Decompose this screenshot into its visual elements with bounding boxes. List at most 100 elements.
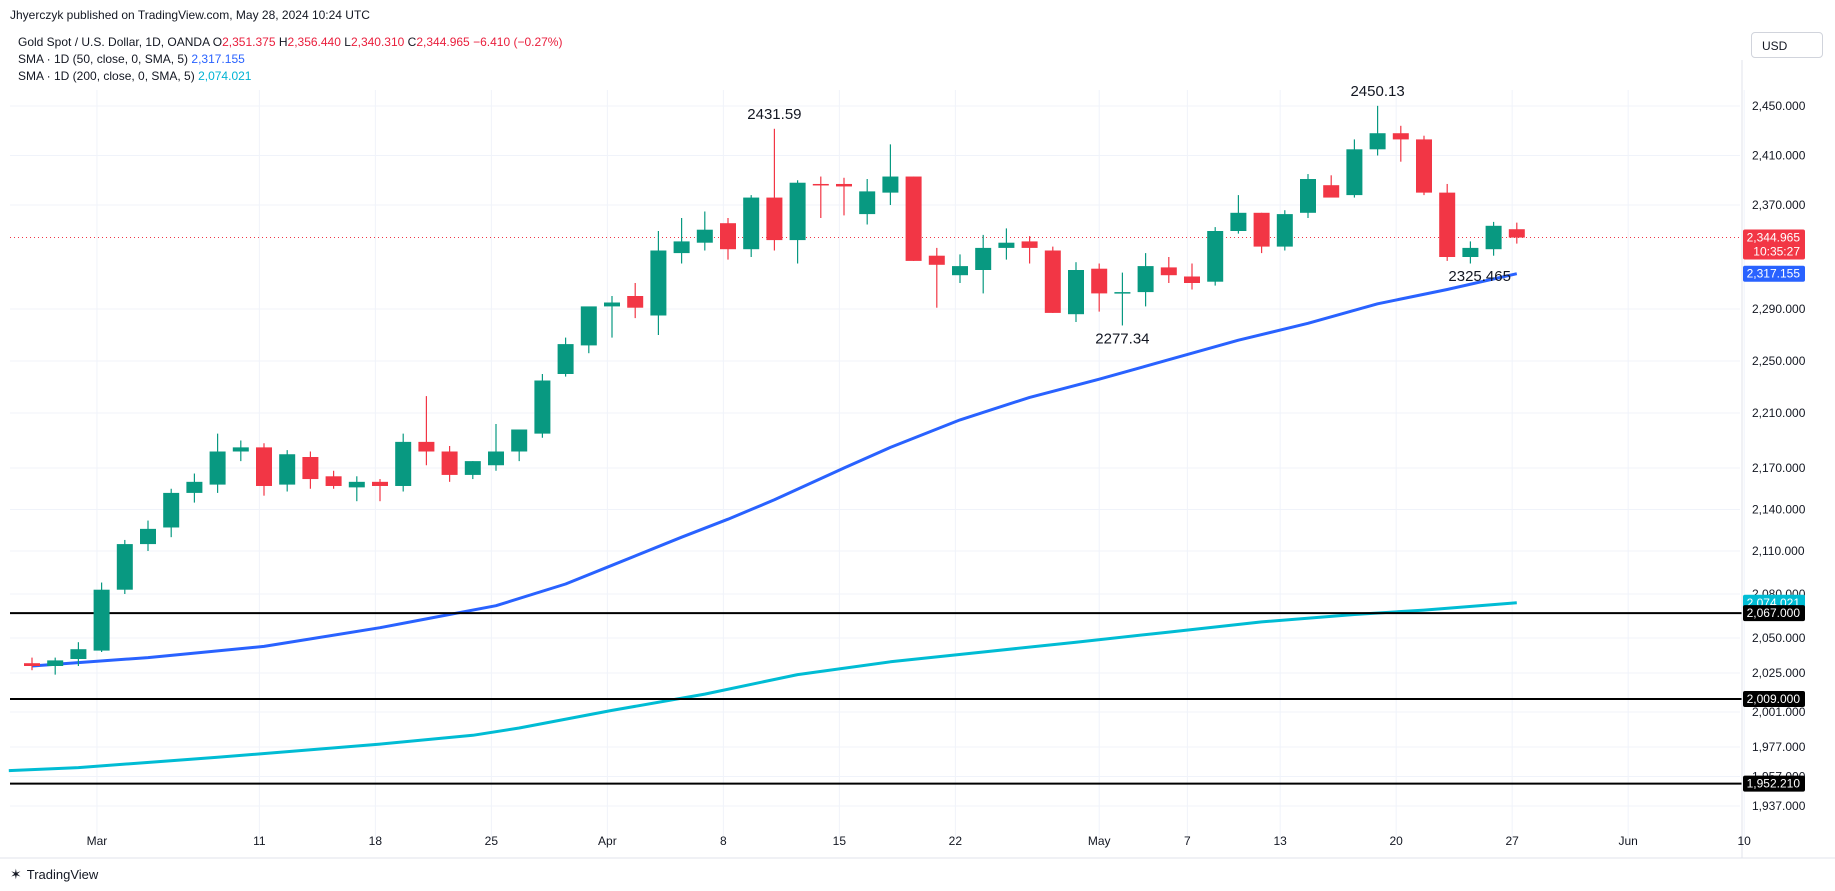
- time-tick-label: May: [1088, 834, 1111, 848]
- candle: [627, 283, 644, 319]
- time-tick-label: 18: [369, 834, 383, 848]
- candle-body: [325, 476, 342, 486]
- candle-body: [395, 441, 412, 486]
- candle: [24, 657, 40, 671]
- candle-body: [998, 242, 1015, 248]
- candle: [1508, 222, 1525, 244]
- close-label: C: [407, 35, 417, 49]
- candle: [534, 374, 551, 438]
- close-value: 2,344.965: [416, 35, 470, 49]
- time-axis[interactable]: Mar 11 18 25 Apr 8 15 22 May 7 13 20 27 Jun 10: [0, 834, 1835, 859]
- candle-body: [464, 461, 481, 475]
- low-value: 2,340.310: [350, 35, 405, 49]
- candle-body: [279, 454, 296, 485]
- publisher-line: Jhyerczyk published on TradingView.com, …: [10, 8, 370, 22]
- candle-body: [673, 241, 690, 254]
- candle-body: [209, 451, 226, 485]
- high-value: 2,356.440: [287, 35, 341, 49]
- legend-sma50-row[interactable]: SMA · 1D (50, close, 0, SMA, 5) 2,317.15…: [18, 51, 562, 68]
- legend-sma200-row[interactable]: SMA · 1D (200, close, 0, SMA, 5) 2,074.0…: [18, 68, 562, 85]
- level-tag-bg: [1743, 605, 1805, 622]
- candle: [279, 450, 296, 492]
- time-tick-label: 22: [949, 834, 963, 848]
- candle-body: [232, 447, 249, 452]
- candle: [1323, 175, 1340, 198]
- time-tick-label: 7: [1184, 834, 1191, 848]
- price-axis-tags: 2,074.0212,067.0002,009.0001,952.2102,31…: [1743, 229, 1805, 792]
- candle: [441, 446, 458, 482]
- price-tick-label: 2,450.000: [1752, 99, 1806, 113]
- price-annotations: 2431.59 2450.13 2277.34 2325.465: [747, 83, 1511, 348]
- candle: [1230, 195, 1247, 234]
- candle: [1091, 263, 1108, 312]
- candle: [47, 657, 64, 675]
- candle-body: [1462, 247, 1479, 257]
- candle-body: [1044, 250, 1061, 313]
- candle: [673, 218, 690, 264]
- candle: [1137, 253, 1154, 307]
- candle: [604, 296, 620, 338]
- candle-body: [302, 457, 319, 480]
- candle-body: [720, 223, 736, 250]
- level-tag-text: 1,952.210: [1747, 777, 1801, 791]
- tradingview-mark-icon: ✶: [10, 866, 22, 882]
- candle: [372, 479, 388, 502]
- last-price-tag-countdown: 10:35:27: [1753, 245, 1800, 259]
- low-label: L: [344, 35, 351, 49]
- symbol-description: Gold Spot / U.S. Dollar, 1D, OANDA: [18, 35, 210, 49]
- candle-body: [1392, 133, 1409, 140]
- grid-lines: [10, 90, 1745, 840]
- price-tick-label: 2,290.000: [1752, 302, 1806, 316]
- candle-body: [975, 247, 992, 270]
- candle: [952, 254, 968, 283]
- candle-body: [1137, 266, 1154, 293]
- candle: [1068, 262, 1084, 322]
- legend-main-row[interactable]: Gold Spot / U.S. Dollar, 1D, OANDA O2,35…: [18, 34, 562, 51]
- candle: [580, 306, 597, 354]
- price-tick-label: 2,001.000: [1752, 705, 1806, 719]
- candle-body: [952, 266, 968, 276]
- candle-body: [1091, 268, 1108, 294]
- candle-body: [163, 492, 180, 528]
- candle-body: [928, 255, 945, 265]
- level-tag-bg: [1743, 775, 1805, 792]
- candle-body: [348, 481, 365, 488]
- price-axis[interactable]: 2,450.000 2,410.000 2,370.000 2,290.000 2,25…: [1741, 60, 1806, 858]
- candle: [882, 144, 899, 205]
- level-tag-bg: [1743, 691, 1805, 707]
- candle: [140, 520, 156, 551]
- horizontal-levels: [10, 612, 1742, 785]
- candle: [1485, 221, 1502, 256]
- candle-body: [789, 182, 806, 241]
- candle-body: [766, 197, 783, 241]
- sma50-line: [31, 272, 1518, 668]
- candle: [511, 429, 528, 462]
- candle: [789, 180, 806, 264]
- candle-body: [418, 441, 435, 452]
- candle: [1184, 263, 1200, 290]
- sma200-label: SMA · 1D (200, close, 0, SMA, 5): [18, 69, 195, 83]
- candle-body: [1276, 214, 1293, 247]
- candle: [302, 451, 319, 489]
- time-tick-label: Apr: [598, 834, 617, 848]
- candle: [975, 234, 992, 294]
- candle: [696, 211, 713, 251]
- candle: [395, 433, 412, 492]
- candle: [998, 228, 1015, 260]
- candle-body: [1300, 179, 1316, 213]
- candle: [418, 396, 435, 466]
- time-tick-label: 25: [485, 834, 499, 848]
- candle-body: [557, 344, 574, 374]
- price-tick-label: 2,370.000: [1752, 198, 1806, 212]
- candle: [1207, 227, 1224, 286]
- currency-button[interactable]: USD: [1751, 32, 1823, 58]
- candle: [464, 461, 481, 480]
- price-tick-label: 2,170.000: [1752, 461, 1806, 475]
- candle: [928, 247, 945, 308]
- candle: [488, 424, 504, 471]
- candle: [256, 443, 272, 496]
- tradingview-logo[interactable]: ✶ TradingView: [10, 866, 98, 883]
- sma50-tag-text: 2,317.155: [1747, 267, 1801, 281]
- high-label: H: [278, 35, 288, 49]
